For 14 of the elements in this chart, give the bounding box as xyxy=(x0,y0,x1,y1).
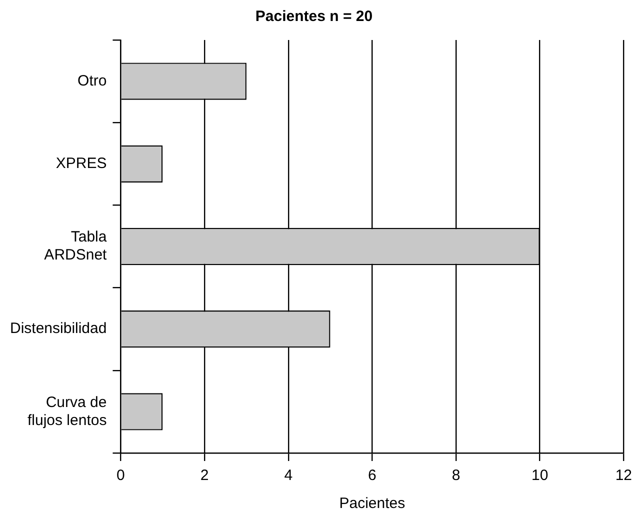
chart-title: Pacientes n = 20 xyxy=(255,8,373,26)
y-tick-label: Distensibilidad xyxy=(10,320,107,338)
x-tick-label: 6 xyxy=(368,467,376,484)
y-tick-label: Otro xyxy=(78,72,107,90)
x-tick-label: 2 xyxy=(200,467,209,484)
x-tick-label: 12 xyxy=(615,467,632,484)
x-tick-label: 8 xyxy=(452,467,460,484)
y-tick-label: XPRES xyxy=(56,155,107,172)
y-tick-label: Curva de flujos lentos xyxy=(28,394,107,429)
x-tick-label: 0 xyxy=(116,467,125,484)
x-tick-label: 4 xyxy=(284,467,293,484)
y-tick-label: Tabla ARDSnet xyxy=(44,228,108,264)
x-tick-label: 10 xyxy=(531,467,548,484)
x-axis-title: Pacientes xyxy=(339,495,406,512)
